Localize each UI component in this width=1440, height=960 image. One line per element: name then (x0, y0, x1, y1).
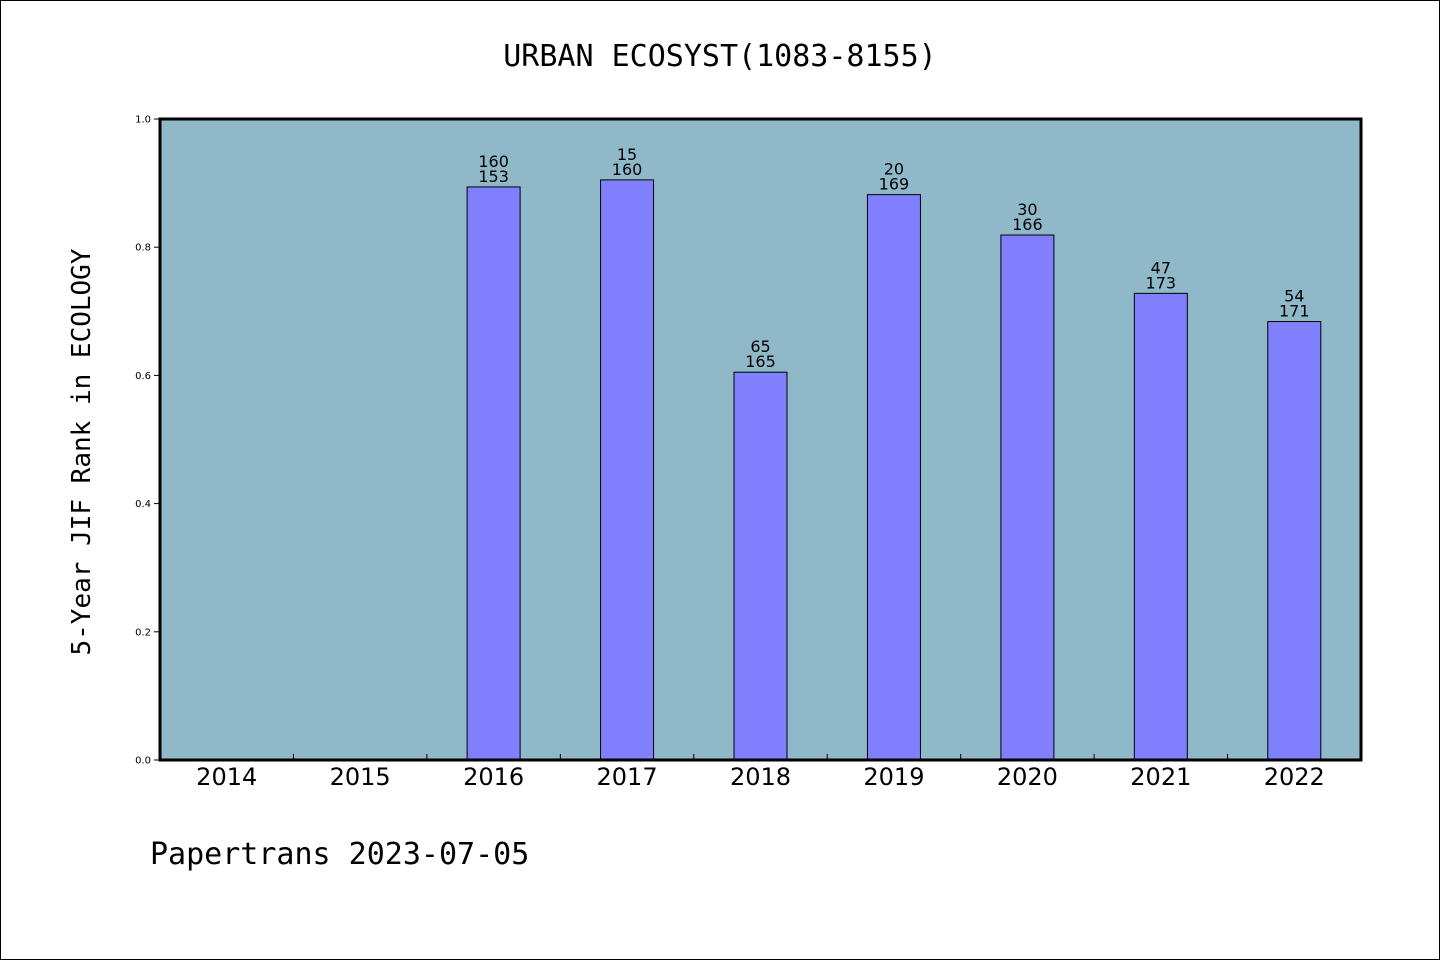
data-label-bottom-2021: 173 (1146, 273, 1177, 292)
y-tick-label: 0.4 (135, 499, 151, 510)
x-tick-label-2021: 2021 (1130, 763, 1191, 791)
y-axis-label: 5-Year JIF Rank in ECOLOGY (67, 248, 97, 655)
data-label-top-2021: 47 (1151, 258, 1171, 277)
data-label-bottom-2018: 165 (745, 352, 776, 371)
x-axis: 2014 2015 2016 2017 2018 2019 2020 2021 2022 (196, 754, 1325, 791)
data-label-top-2020: 30 (1017, 200, 1037, 219)
x-tick-label-2015: 2015 (330, 763, 391, 791)
y-tick-label: 0.8 (135, 243, 151, 254)
x-tick-label-2020: 2020 (997, 763, 1058, 791)
y-tick-label: 0.2 (135, 627, 151, 638)
data-label-top-2022: 54 (1284, 287, 1304, 306)
data-label-bottom-2020: 166 (1012, 215, 1043, 234)
x-tick-label-2018: 2018 (730, 763, 791, 791)
x-tick-label-2017: 2017 (597, 763, 658, 791)
footer-credit: Papertrans 2023-07-05 (150, 837, 529, 872)
bar-2019 (866, 194, 921, 761)
y-tick-label: 1.0 (135, 115, 151, 126)
x-tick-label-2019: 2019 (863, 763, 924, 791)
bar-2020 (1000, 234, 1055, 761)
bar-2022 (1267, 321, 1322, 761)
data-label-top-2016: 160 (478, 152, 509, 171)
bar-2021 (1133, 292, 1188, 761)
data-label-bottom-2022: 171 (1279, 302, 1310, 321)
data-label-top-2017: 15 (617, 145, 637, 164)
x-tick-label-2022: 2022 (1264, 763, 1325, 791)
y-tick-label: 0.0 (135, 756, 151, 767)
data-label-bottom-2017: 160 (612, 160, 643, 179)
x-tick-label-2014: 2014 (196, 763, 257, 791)
x-tick-label-2016: 2016 (463, 763, 524, 791)
y-axis: 0.0 0.2 0.4 0.6 0.8 1.0 (135, 115, 160, 767)
bar-2018 (733, 371, 788, 761)
data-label-top-2019: 20 (884, 160, 904, 179)
data-label-top-2018: 65 (750, 337, 770, 356)
data-label-bottom-2016: 153 (478, 167, 509, 186)
chart-title: URBAN ECOSYST(1083-8155) (503, 39, 936, 74)
bar-2017 (600, 179, 655, 761)
data-label-bottom-2019: 169 (879, 175, 910, 194)
bars-group (466, 179, 1322, 761)
y-tick-label: 0.6 (135, 371, 151, 382)
plot-border (158, 117, 1363, 762)
bar-2016 (466, 186, 521, 761)
